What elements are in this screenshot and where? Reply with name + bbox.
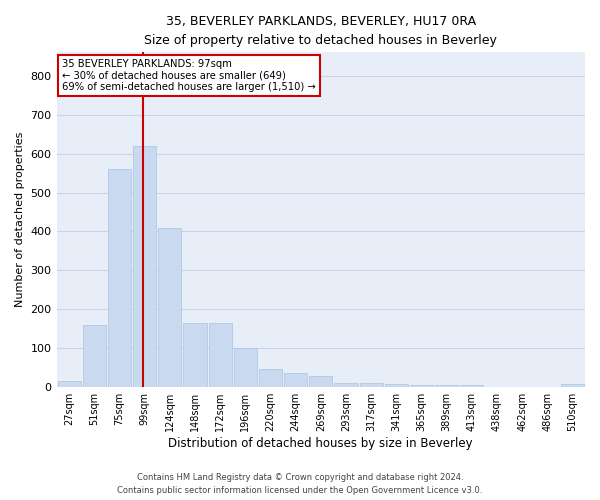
Bar xyxy=(234,348,257,387)
Bar xyxy=(133,146,156,387)
Bar xyxy=(58,382,80,387)
Bar xyxy=(435,386,458,387)
Bar xyxy=(385,384,408,387)
X-axis label: Distribution of detached houses by size in Beverley: Distribution of detached houses by size … xyxy=(169,437,473,450)
Bar xyxy=(460,386,484,387)
Bar xyxy=(284,373,307,387)
Y-axis label: Number of detached properties: Number of detached properties xyxy=(15,132,25,308)
Bar xyxy=(83,325,106,387)
Text: 35 BEVERLEY PARKLANDS: 97sqm
← 30% of detached houses are smaller (649)
69% of s: 35 BEVERLEY PARKLANDS: 97sqm ← 30% of de… xyxy=(62,59,316,92)
Bar xyxy=(359,384,383,387)
Bar xyxy=(410,386,433,387)
Bar xyxy=(209,323,232,387)
Bar xyxy=(309,376,332,387)
Bar xyxy=(561,384,584,387)
Bar xyxy=(334,382,358,387)
Bar xyxy=(108,169,131,387)
Bar xyxy=(158,228,181,387)
Bar xyxy=(184,323,206,387)
Title: 35, BEVERLEY PARKLANDS, BEVERLEY, HU17 0RA
Size of property relative to detached: 35, BEVERLEY PARKLANDS, BEVERLEY, HU17 0… xyxy=(145,15,497,47)
Text: Contains HM Land Registry data © Crown copyright and database right 2024.
Contai: Contains HM Land Registry data © Crown c… xyxy=(118,474,482,495)
Bar xyxy=(259,369,282,387)
